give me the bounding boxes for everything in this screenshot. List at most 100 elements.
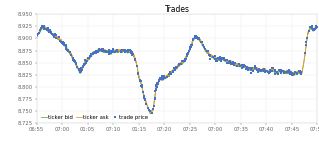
trade price [268, 69, 273, 71]
trade price [88, 55, 93, 57]
trade price [64, 49, 70, 52]
trade price [243, 65, 248, 68]
trade price [219, 57, 224, 59]
trade price [275, 71, 280, 74]
trade price [50, 34, 56, 37]
trade price [310, 29, 315, 32]
trade price [192, 36, 197, 39]
trade price [304, 44, 309, 46]
trade price [311, 29, 316, 31]
trade price [219, 57, 225, 60]
trade price [248, 67, 253, 69]
trade price [199, 40, 204, 43]
trade price [78, 69, 83, 72]
trade price [142, 97, 147, 100]
trade price [183, 58, 188, 60]
trade price [155, 82, 160, 85]
trade price [71, 60, 77, 62]
trade price [120, 49, 125, 52]
Legend: ticker bid, ticker ask, trade price: ticker bid, ticker ask, trade price [39, 112, 150, 122]
trade price [132, 59, 137, 61]
trade price [64, 44, 69, 47]
trade price [188, 46, 193, 48]
trade price [107, 49, 112, 51]
trade price [279, 69, 284, 71]
trade price [62, 42, 67, 45]
trade price [69, 54, 74, 57]
trade price [245, 67, 250, 70]
trade price [59, 41, 64, 44]
trade price [110, 48, 115, 51]
ticker bid [154, 86, 158, 88]
trade price [238, 65, 243, 67]
trade price [112, 51, 117, 53]
trade price [122, 49, 127, 51]
trade price [217, 56, 222, 58]
trade price [74, 62, 79, 65]
trade price [167, 73, 172, 75]
trade price [232, 63, 237, 65]
trade price [72, 61, 77, 63]
trade price [65, 49, 70, 52]
trade price [135, 72, 140, 75]
trade price [87, 57, 92, 59]
trade price [272, 73, 278, 75]
trade price [289, 71, 294, 74]
trade price [218, 59, 223, 62]
trade price [310, 26, 315, 29]
trade price [136, 73, 141, 76]
trade price [172, 69, 177, 71]
trade price [100, 47, 105, 50]
trade price [298, 73, 303, 76]
trade price [286, 70, 291, 73]
trade price [183, 59, 188, 61]
trade price [279, 69, 285, 72]
trade price [88, 53, 93, 56]
trade price [106, 52, 111, 55]
trade price [195, 37, 200, 40]
ticker ask [35, 36, 39, 38]
trade price [200, 41, 205, 43]
trade price [86, 57, 92, 59]
trade price [131, 53, 136, 55]
trade price [218, 58, 223, 60]
trade price [119, 49, 124, 52]
trade price [46, 29, 51, 32]
trade price [282, 70, 287, 73]
trade price [114, 50, 119, 52]
trade price [150, 108, 155, 110]
trade price [102, 50, 107, 52]
trade price [225, 61, 230, 64]
trade price [97, 49, 102, 52]
trade price [280, 70, 286, 72]
trade price [64, 48, 69, 50]
trade price [242, 65, 247, 67]
trade price [298, 70, 303, 72]
trade price [153, 88, 158, 91]
trade price [297, 70, 302, 73]
trade price [153, 84, 159, 86]
trade price [95, 51, 100, 53]
trade price [293, 70, 298, 73]
trade price [157, 79, 162, 82]
trade price [100, 49, 105, 52]
trade price [147, 110, 152, 112]
trade price [313, 27, 318, 29]
trade price [251, 70, 256, 72]
trade price [306, 29, 311, 32]
trade price [143, 103, 148, 106]
trade price [250, 67, 255, 69]
trade price [230, 61, 235, 63]
trade price [249, 72, 254, 74]
trade price [268, 70, 273, 73]
trade price [174, 67, 179, 70]
trade price [77, 71, 82, 74]
trade price [96, 49, 101, 52]
trade price [79, 69, 84, 71]
trade price [147, 108, 152, 111]
trade price [40, 25, 45, 28]
trade price [228, 61, 233, 64]
trade price [266, 72, 271, 74]
trade price [151, 104, 156, 107]
trade price [35, 32, 40, 35]
